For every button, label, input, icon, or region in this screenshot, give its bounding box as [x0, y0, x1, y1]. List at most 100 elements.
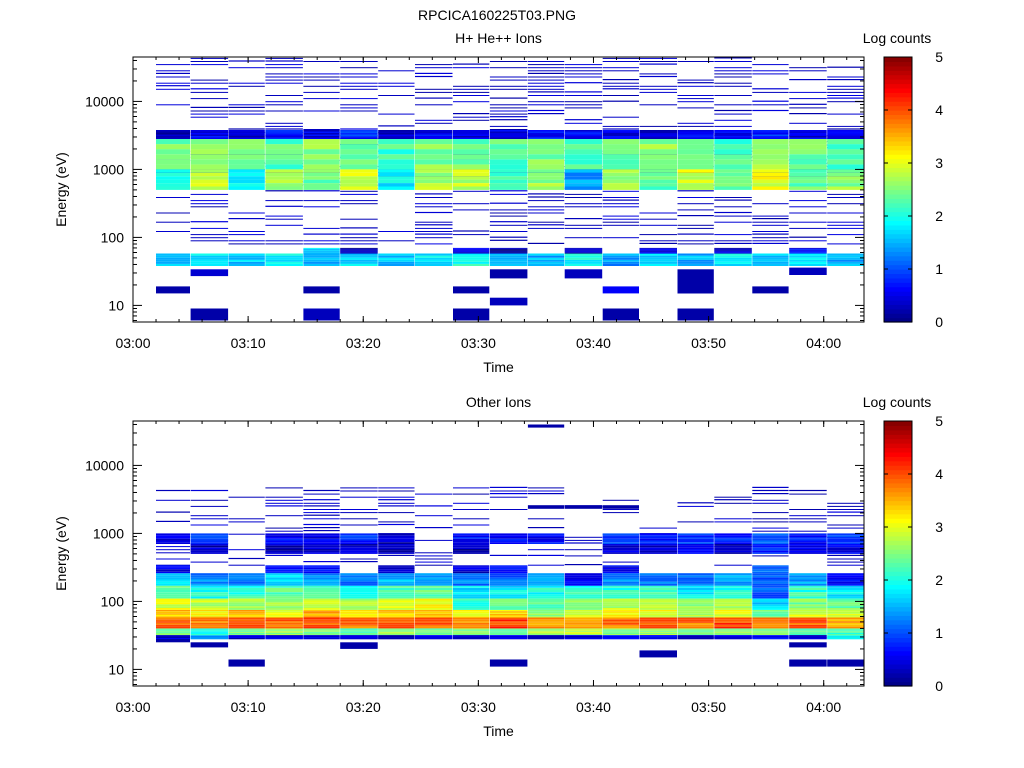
band-cell [228, 136, 265, 138]
band-cell [156, 583, 190, 586]
band-cell [752, 179, 789, 183]
sparse-cell [190, 64, 229, 66]
band-cell [489, 248, 528, 250]
band-cell [639, 542, 677, 544]
band-cell [752, 577, 789, 580]
band-cell [190, 545, 229, 548]
band-cell [228, 612, 265, 614]
band-cell [378, 636, 415, 638]
band-cell [156, 257, 190, 260]
band-cell [827, 602, 864, 605]
band-cell [827, 629, 864, 631]
sparse-cell [265, 76, 303, 78]
band-cell [415, 635, 453, 637]
sparse-cell [527, 221, 565, 223]
band-cell [303, 634, 340, 636]
colorbar-step [884, 535, 912, 541]
band-cell [378, 612, 415, 614]
band-cell [378, 583, 415, 586]
sparse-cell [415, 197, 453, 198]
band-cell [415, 154, 453, 160]
band-cell [639, 635, 677, 637]
band-cell [265, 172, 303, 177]
low-energy-block [602, 308, 639, 321]
band-cell [564, 619, 603, 622]
colorbar-step [884, 140, 912, 146]
sparse-cell [677, 227, 714, 229]
band-cell [527, 257, 565, 260]
band-cell [527, 617, 565, 620]
colorbar-step [884, 282, 912, 288]
band-cell [564, 247, 603, 249]
band-cell [527, 581, 565, 584]
colorbar-step [884, 447, 912, 453]
band-cell [677, 543, 714, 546]
band-cell [190, 636, 229, 638]
band-cell [415, 606, 453, 608]
low-energy-block [827, 659, 864, 667]
band-cell [564, 632, 603, 634]
band-cell [265, 548, 303, 551]
band-cell [714, 154, 752, 160]
band-cell [714, 630, 752, 632]
band-cell [639, 169, 677, 173]
sparse-cell [228, 110, 265, 112]
band-cell [453, 567, 490, 570]
band-cell [677, 611, 714, 613]
band-cell [602, 637, 639, 638]
band-cell [827, 263, 864, 266]
sparse-cell [156, 489, 190, 492]
band-cell [415, 611, 453, 613]
band-cell [265, 637, 303, 639]
colorbar-tick-label: 5 [935, 49, 943, 65]
colorbar-step [884, 313, 912, 319]
band-cell [827, 257, 864, 260]
sparse-cell [602, 206, 639, 208]
sparse-cell [156, 520, 190, 522]
sparse-cell [415, 224, 453, 226]
band-cell [752, 594, 789, 597]
band-cell [190, 263, 229, 266]
sparse-cell [489, 113, 528, 115]
band-cell [156, 571, 190, 574]
sparse-cell [752, 530, 789, 532]
band-cell [340, 635, 378, 637]
band-cell [714, 632, 752, 634]
sparse-cell [156, 552, 190, 554]
sparse-cell [340, 512, 378, 514]
band-cell [789, 538, 827, 541]
band-cell [827, 154, 864, 160]
panel-2: 03:00 03:10 03:20 03:30 03:40 03:50 04:00Time1… [53, 394, 943, 739]
band-cell [190, 172, 229, 177]
band-cell [752, 538, 789, 541]
band-cell [752, 565, 789, 567]
band-cell [639, 130, 677, 132]
band-cell [340, 540, 378, 543]
band-cell [714, 611, 752, 613]
band-cell [303, 608, 340, 610]
y-tick-label: 10 [108, 297, 124, 313]
band-cell [789, 575, 827, 578]
band-cell [789, 169, 827, 173]
band-cell [489, 623, 528, 625]
sparse-cell [714, 109, 752, 112]
band-cell [190, 139, 229, 145]
sparse-cell [415, 88, 453, 90]
band-cell [453, 136, 490, 138]
band-cell [156, 542, 190, 544]
band-cell [714, 247, 752, 249]
band-cell [453, 590, 490, 593]
band-cell [602, 543, 639, 546]
band-cell [265, 133, 303, 135]
colorbar-step [884, 304, 912, 310]
colorbar-step [884, 571, 912, 577]
band-cell [453, 600, 490, 603]
band-cell [265, 570, 303, 572]
low-energy-block [789, 659, 827, 667]
band-cell [265, 542, 303, 544]
band-cell [340, 590, 378, 593]
band-cell [489, 637, 528, 638]
sparse-cell [527, 79, 565, 81]
band-cell [156, 598, 190, 601]
band-cell [677, 598, 714, 601]
